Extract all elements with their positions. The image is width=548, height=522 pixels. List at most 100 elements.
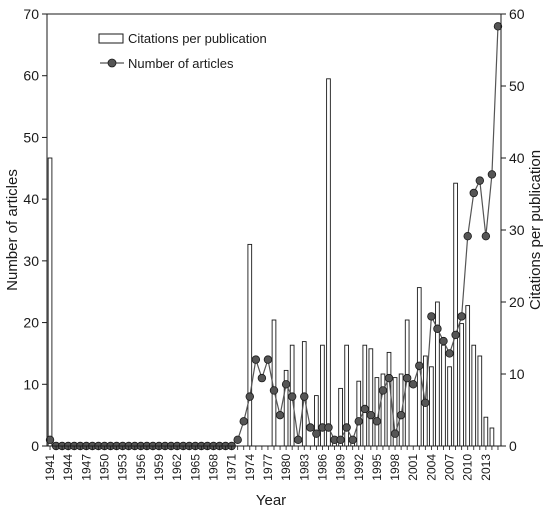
article-point [384,373,394,383]
citation-bar [477,355,483,447]
article-point [354,417,363,426]
article-point [306,423,315,432]
article-point [457,312,466,321]
citation-bar [441,344,446,447]
article-point [409,380,418,389]
article-point [427,312,436,321]
article-point [348,435,357,445]
citation-bar [247,243,253,447]
x-tick-label: 1986 [315,454,329,481]
x-tick-label: 1962 [170,454,184,481]
article-point [421,398,430,407]
article-point [396,410,406,420]
left-tick-label: 30 [23,253,39,269]
article-point [378,386,388,395]
article-point [445,349,454,358]
citation-bar [447,366,452,447]
right-tick-label: 10 [509,366,525,382]
x-tick-label: 2007 [443,454,457,481]
x-tick-label: 1956 [134,454,148,481]
citation-bar [483,416,489,447]
x-tick-label: 1983 [297,454,311,481]
right-tick-label: 30 [509,222,525,238]
x-tick-label: 1977 [261,454,275,481]
article-point [451,330,460,340]
right-tick-label: 0 [509,438,517,454]
article-point [257,373,267,383]
article-point [372,417,382,426]
right-tick-label: 40 [509,150,525,166]
citation-bar [471,344,477,447]
left-axis: 0 10 20 30 40 50 60 70 [23,6,47,454]
x-tick-label: 1941 [43,454,57,481]
x-axis-title: Year [256,492,286,509]
article-point [300,392,309,401]
citation-bar [362,344,368,447]
article-point [360,404,369,414]
x-tick-label: 1944 [61,454,75,481]
legend-label-citations: Citations per publication [128,31,267,46]
right-axis-title: Citations per publication [527,150,544,310]
x-tick-label: 1989 [334,454,348,481]
x-tick-label: 1947 [79,454,93,481]
left-tick-label: 40 [23,191,39,207]
x-tick-label: 1953 [116,454,130,481]
right-tick-label: 60 [509,6,525,22]
article-point [324,423,333,432]
left-tick-label: 50 [23,129,39,145]
x-tick-label: 2010 [461,454,475,481]
citation-bar [459,323,464,447]
citation-bar [489,427,495,447]
x-tick-label: 2001 [406,454,420,481]
article-point [45,435,55,445]
citation-bar [453,182,458,447]
citation-bar [356,380,362,447]
article-point [342,423,351,432]
article-point [493,22,503,31]
article-point [263,355,273,364]
article-point [287,392,297,401]
x-axis: 1941 1944 1947 1950 1953 1956 1959 1962 1965 1968… [43,446,499,481]
article-point [402,373,412,383]
article-point [312,429,321,438]
article-point [294,435,303,445]
x-tick-label: 1950 [98,454,112,481]
legend-swatch-marker [107,58,117,68]
article-point [233,435,242,445]
x-tick-label: 1968 [206,454,220,481]
article-point [390,429,400,438]
right-tick-label: 50 [509,78,525,94]
article-point [439,336,448,346]
left-tick-label: 0 [31,438,39,454]
left-tick-label: 60 [23,68,39,84]
legend-swatch-bar [98,33,124,44]
x-tick-label: 1992 [352,454,366,481]
article-point [475,176,485,185]
x-tick-label: 1959 [152,454,166,481]
x-tick-label: 1998 [388,454,402,481]
article-point [281,380,291,389]
citation-bar [465,305,471,447]
left-axis-title: Number of articles [4,169,21,291]
x-tick-label: 2013 [479,454,493,481]
citation-bar [435,301,440,447]
legend-label-articles: Number of articles [128,56,234,71]
legend: Citations per publication Number of arti… [98,31,267,71]
x-tick-label: 1980 [279,454,293,481]
article-point [469,188,478,198]
article-point [245,392,254,401]
article-point [269,386,279,395]
x-tick-label: 1974 [243,454,257,481]
left-tick-label: 10 [23,376,39,392]
x-tick-label: 1965 [188,454,202,481]
article-point [275,410,285,420]
left-tick-label: 70 [23,6,39,22]
citation-bar [47,157,53,447]
article-point [239,417,248,426]
article-point [481,231,491,241]
right-axis: 0 10 20 30 40 50 60 [501,6,525,454]
left-tick-label: 20 [23,315,39,331]
article-point [336,435,345,445]
article-point [251,355,261,364]
